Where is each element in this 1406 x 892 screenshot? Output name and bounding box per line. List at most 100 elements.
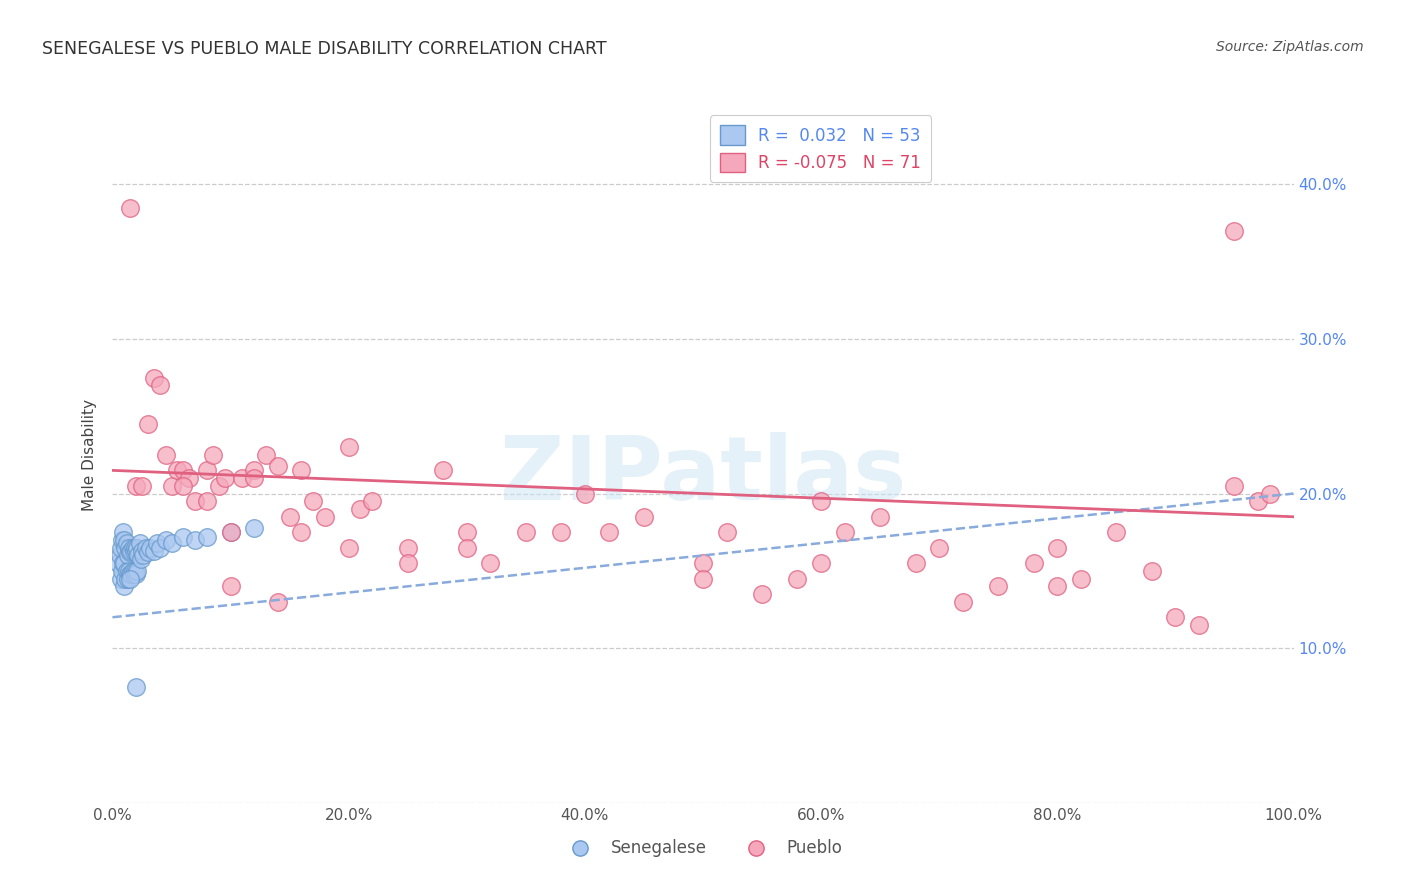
Point [810, 556, 832, 570]
Point [160, 536, 183, 550]
Point [214, 471, 236, 485]
Point [987, 579, 1010, 593]
Text: Source: ZipAtlas.com: Source: ZipAtlas.com [1216, 40, 1364, 54]
Point [1022, 556, 1045, 570]
Point [349, 502, 371, 516]
Point [112, 556, 135, 570]
Point [243, 463, 266, 477]
Point [1164, 610, 1187, 624]
Point [314, 509, 336, 524]
Point [127, 541, 149, 555]
Point [243, 520, 266, 534]
Point [120, 545, 142, 559]
Point [195, 494, 218, 508]
Point [267, 595, 290, 609]
Point [219, 525, 242, 540]
Point [149, 378, 172, 392]
Point [122, 543, 145, 558]
Point [515, 525, 537, 540]
Point [786, 572, 808, 586]
Point [118, 541, 141, 555]
Point [172, 530, 194, 544]
Point [121, 564, 143, 578]
Point [1046, 579, 1069, 593]
Point [810, 494, 832, 508]
Point [142, 370, 165, 384]
Point [479, 556, 502, 570]
Point [166, 463, 188, 477]
Point [337, 440, 360, 454]
Point [1223, 224, 1246, 238]
Point [456, 525, 478, 540]
Point [179, 471, 201, 485]
Point [110, 541, 132, 555]
Point [160, 479, 183, 493]
Point [1223, 479, 1246, 493]
Point [928, 541, 950, 555]
Point [110, 572, 132, 586]
Point [132, 549, 155, 563]
Point [136, 417, 159, 431]
Point [432, 463, 454, 477]
Point [112, 525, 135, 540]
Point [692, 572, 714, 586]
Point [117, 549, 139, 563]
Point [290, 463, 312, 477]
Point [112, 579, 135, 593]
Point [120, 543, 142, 558]
Point [120, 572, 142, 586]
Point [1258, 486, 1281, 500]
Point [243, 471, 266, 485]
Point [396, 541, 419, 555]
Point [361, 494, 384, 508]
Point [117, 572, 139, 586]
Point [129, 551, 152, 566]
Point [127, 564, 149, 578]
Point [952, 595, 974, 609]
Point [155, 448, 177, 462]
Point [598, 525, 620, 540]
Point [201, 448, 224, 462]
Point [219, 525, 242, 540]
Text: ZIPatlas: ZIPatlas [501, 433, 905, 519]
Point [125, 566, 148, 581]
Point [834, 525, 856, 540]
Point [231, 471, 253, 485]
Point [114, 572, 136, 586]
Point [125, 543, 148, 558]
Point [1070, 572, 1092, 586]
Point [155, 533, 177, 547]
Point [1105, 525, 1128, 540]
Legend: Senegalese, Pueblo: Senegalese, Pueblo [557, 833, 849, 864]
Point [107, 556, 129, 570]
Point [302, 494, 325, 508]
Point [120, 201, 142, 215]
Point [716, 525, 738, 540]
Point [121, 541, 143, 555]
Point [904, 556, 927, 570]
Point [111, 533, 134, 547]
Point [139, 541, 162, 555]
Point [337, 541, 360, 555]
Point [290, 525, 312, 540]
Point [184, 494, 207, 508]
Point [124, 564, 146, 578]
Point [184, 533, 207, 547]
Point [142, 543, 165, 558]
Point [124, 541, 146, 555]
Point [114, 541, 136, 555]
Point [550, 525, 572, 540]
Point [135, 541, 157, 555]
Point [120, 566, 142, 581]
Point [120, 566, 142, 581]
Point [136, 545, 159, 559]
Point [219, 579, 242, 593]
Point [574, 486, 596, 500]
Point [112, 556, 135, 570]
Point [1188, 618, 1211, 632]
Point [131, 479, 153, 493]
Point [115, 564, 138, 578]
Point [633, 509, 655, 524]
Point [456, 541, 478, 555]
Point [278, 509, 301, 524]
